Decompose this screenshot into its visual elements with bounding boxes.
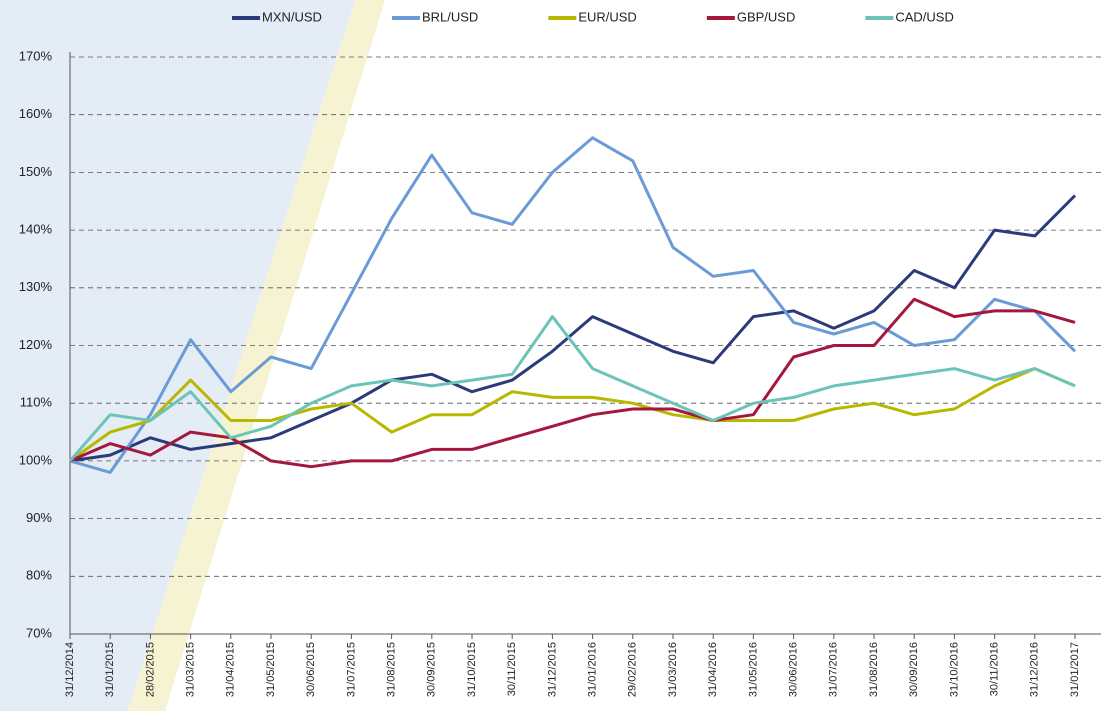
x-tick-label: 31/07/2016 [828, 642, 840, 697]
background-band [0, 0, 355, 711]
x-tick-label: 30/06/2016 [788, 642, 800, 697]
x-tick-label: 30/09/2016 [908, 642, 920, 697]
series-line [69, 367, 1076, 463]
y-tick-label: 160% [19, 106, 53, 121]
x-tick-label: 31/04/2015 [225, 642, 237, 697]
x-tick-label: 31/08/2016 [868, 642, 880, 697]
y-tick-label: 140% [19, 222, 53, 237]
x-tick-label: 31/08/2015 [386, 642, 398, 697]
x-tick-label: 31/03/2015 [185, 642, 197, 697]
x-tick-label: 28/02/2015 [144, 642, 156, 697]
x-tick-label: 31/01/2015 [104, 642, 116, 697]
x-tick-label: 31/01/2016 [587, 642, 599, 697]
x-tick-label: 31/03/2016 [667, 642, 679, 697]
y-tick-label: 80% [26, 568, 52, 583]
x-tick-label: 31/05/2015 [265, 642, 277, 697]
y-tick-label: 170% [19, 48, 53, 63]
x-tick-label: 31/05/2016 [747, 642, 759, 697]
y-tick-label: 110% [20, 395, 53, 410]
legend-label: BRL/USD [422, 9, 478, 24]
series-line [69, 297, 1076, 469]
legend-label: CAD/USD [895, 9, 954, 24]
x-tick-label: 29/02/2016 [627, 642, 639, 697]
series-line [68, 315, 1076, 462]
y-tick-label: 130% [19, 279, 53, 294]
legend-label: MXN/USD [262, 9, 322, 24]
x-tick-label: 31/12/2014 [64, 642, 76, 697]
y-tick-label: 100% [19, 452, 53, 467]
x-tick-label: 30/11/2015 [506, 642, 518, 696]
x-tick-label: 31/04/2016 [707, 642, 719, 697]
legend-label: GBP/USD [737, 9, 796, 24]
x-tick-label: 30/11/2016 [989, 642, 1001, 696]
y-tick-label: 70% [26, 625, 52, 640]
x-tick-label: 31/07/2015 [345, 642, 357, 697]
x-tick-label: 31/12/2015 [546, 642, 558, 697]
x-tick-label: 31/10/2016 [948, 642, 960, 697]
y-tick-label: 90% [26, 510, 52, 525]
x-tick-label: 31/12/2016 [1029, 642, 1041, 697]
y-tick-label: 150% [19, 164, 53, 179]
x-tick-label: 31/01/2017 [1069, 642, 1081, 697]
x-tick-label: 30/09/2015 [426, 642, 438, 697]
x-tick-label: 30/06/2015 [305, 642, 317, 697]
y-tick-label: 120% [19, 337, 53, 352]
legend-label: EUR/USD [578, 9, 637, 24]
x-tick-label: 31/10/2015 [466, 642, 478, 697]
background-band [128, 0, 385, 711]
series-line [69, 136, 1077, 474]
